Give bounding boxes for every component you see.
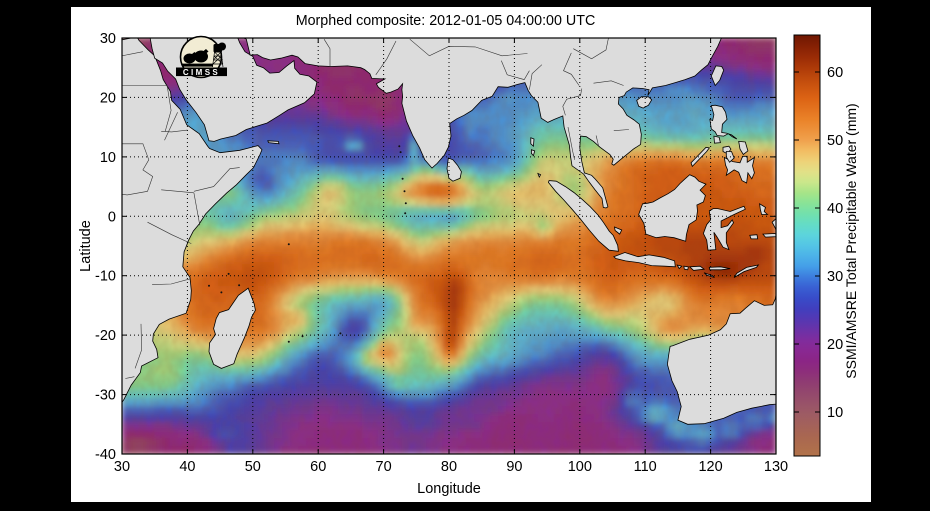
- svg-text:20: 20: [100, 90, 116, 106]
- svg-text:130: 130: [764, 459, 788, 475]
- svg-text:110: 110: [634, 459, 657, 475]
- svg-text:10: 10: [827, 405, 843, 421]
- svg-text:50: 50: [827, 133, 843, 149]
- svg-text:50: 50: [245, 459, 261, 475]
- svg-text:40: 40: [827, 201, 843, 217]
- svg-text:-10: -10: [95, 269, 116, 285]
- svg-text:10: 10: [100, 150, 116, 166]
- svg-text:-30: -30: [95, 388, 116, 404]
- svg-text:60: 60: [827, 65, 843, 81]
- svg-text:80: 80: [441, 459, 457, 475]
- svg-text:Morphed composite: 2012-01-05: Morphed composite: 2012-01-05 04:00:00 U…: [296, 13, 596, 29]
- svg-text:100: 100: [568, 459, 592, 475]
- svg-text:90: 90: [506, 459, 522, 475]
- svg-text:60: 60: [310, 459, 326, 475]
- svg-text:120: 120: [698, 459, 722, 475]
- svg-text:Longitude: Longitude: [417, 481, 481, 497]
- svg-text:Latitude: Latitude: [78, 220, 94, 272]
- svg-text:0: 0: [108, 209, 116, 225]
- svg-text:20: 20: [827, 337, 843, 353]
- svg-text:30: 30: [100, 31, 116, 47]
- svg-text:30: 30: [114, 459, 130, 475]
- svg-text:CIMSS: CIMSS: [183, 68, 220, 77]
- svg-text:30: 30: [827, 269, 843, 285]
- svg-text:SSMI/AMSRE Total Precipitable: SSMI/AMSRE Total Precipitable Water (mm): [843, 103, 859, 378]
- svg-text:-40: -40: [95, 447, 116, 463]
- svg-text:70: 70: [376, 459, 392, 475]
- svg-text:-20: -20: [95, 328, 116, 344]
- svg-text:40: 40: [179, 459, 195, 475]
